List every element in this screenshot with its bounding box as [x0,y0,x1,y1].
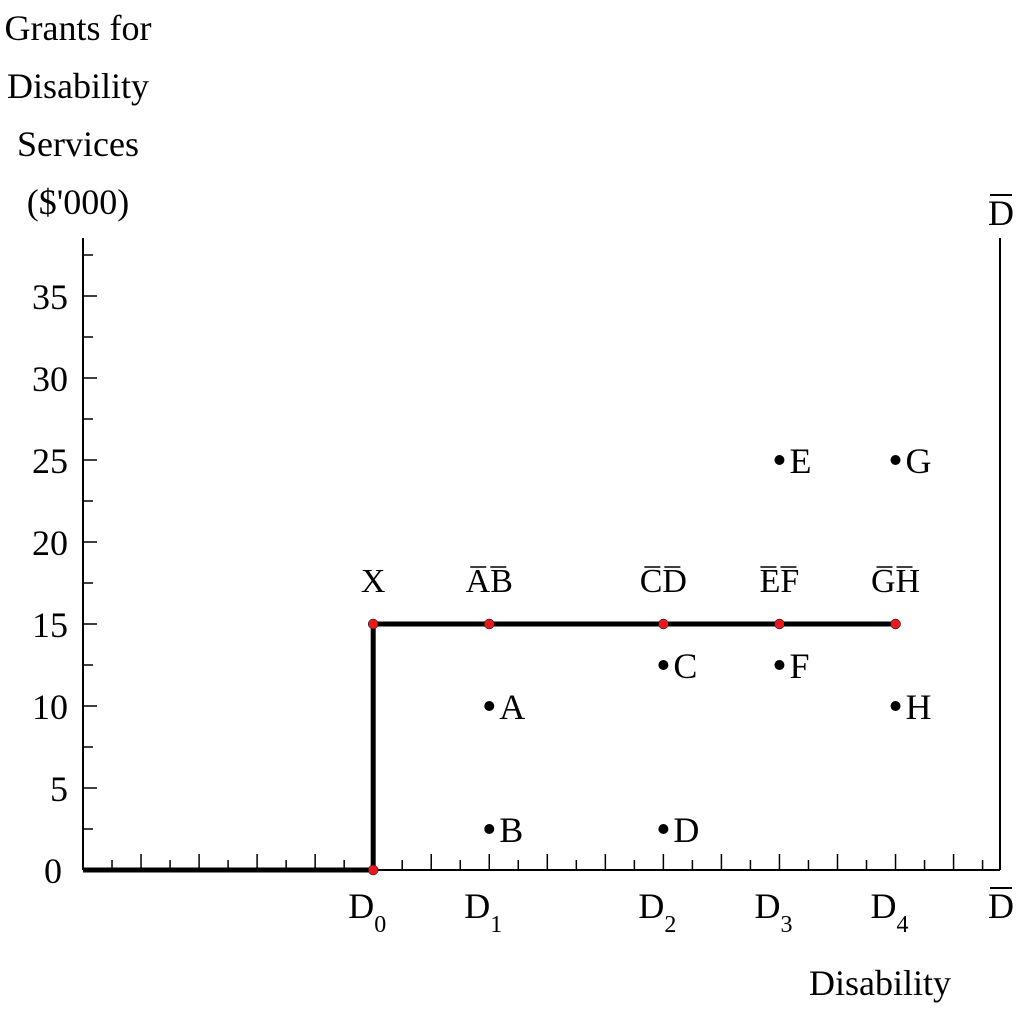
y-axis-label-line: Disability [7,66,149,106]
step-marker-label: CD [640,563,687,600]
y-tick-label: 0 [44,851,62,891]
point-d-dot [658,824,669,834]
y-ticks: 0 5 10 15 20 25 30 35 [32,254,97,891]
y-axis-label: Grants for Disability Services ($'000) [5,8,152,222]
point-g-label: G [906,441,932,481]
y-tick-label: 15 [32,605,68,645]
step-marker-label: GH [871,563,920,600]
point-h-label: H [906,687,932,727]
y-axis-label-line: Services [17,124,139,164]
y-tick-label: 30 [32,359,68,399]
point-c-label: C [673,646,697,686]
step-marker [484,618,495,630]
x-category-label: D0 [348,886,386,938]
step-marker-label: X [361,563,386,600]
right-axis-label: D [988,193,1014,233]
point-a-dot [484,701,495,711]
point-b-label: B [499,810,523,850]
point-e-dot [774,455,785,465]
x-category-label: D4 [871,886,909,938]
step-marker [890,618,901,630]
step-marker [367,618,379,630]
x-category-label: D1 [464,886,502,938]
step-function: X AB CD EF GH [83,563,920,876]
point-c-dot [658,660,669,670]
step-marker-label: EF [760,563,800,600]
point-g-dot [890,455,901,465]
point-a-label: A [499,687,525,727]
point-h-dot [890,701,901,711]
x-max-label: D [988,886,1014,926]
point-e-label: E [789,441,811,481]
x-axis-label: Disability [809,963,951,1003]
y-tick-label: 10 [32,687,68,727]
point-f-label: F [789,646,809,686]
y-axis-label-line: Grants for [5,8,152,48]
point-b-dot [484,824,495,834]
x-category-label: D2 [638,886,676,938]
y-tick-label: 20 [32,523,68,563]
x-ticks [111,854,984,870]
step-line [83,621,896,873]
step-marker [367,864,379,876]
point-d-label: D [673,810,699,850]
step-marker [774,618,785,630]
x-category-label: D3 [754,886,792,938]
axes: D [82,193,1014,871]
step-marker [658,618,669,630]
y-axis-label-line: ($'000) [27,182,129,222]
point-f-dot [774,660,785,670]
y-tick-label: 25 [32,441,68,481]
y-tick-label: 5 [50,769,68,809]
y-tick-label: 35 [32,277,68,317]
step-marker-label: AB [466,563,513,600]
x-category-labels: D0 D1 D2 D3 D4 D [348,886,1014,938]
